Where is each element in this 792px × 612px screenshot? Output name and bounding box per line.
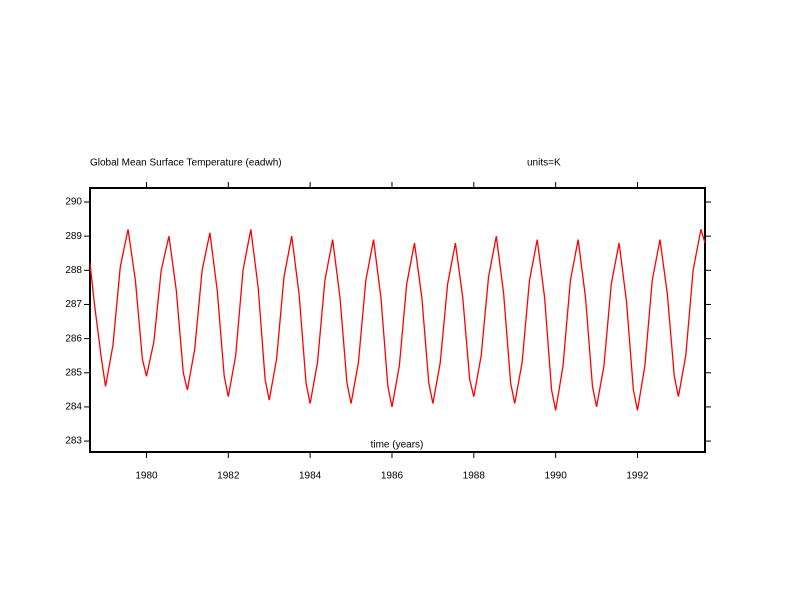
x-tick-label: 1988 [463,471,486,482]
data-line [89,229,706,411]
x-tick-label: 1992 [626,471,649,482]
y-tick-label: 284 [65,402,82,413]
units-label: units=K [527,158,561,169]
y-tick-label: 283 [65,436,82,447]
y-tick-label: 287 [65,299,82,310]
y-tick-label: 290 [65,197,82,208]
x-axis-label: time (years) [371,440,424,451]
y-tick-label: 289 [65,231,82,242]
x-tick-label: 1982 [217,471,240,482]
y-tick-label: 285 [65,367,82,378]
y-tick-label: 286 [65,333,82,344]
y-tick-label: 288 [65,265,82,276]
x-tick-label: 1990 [545,471,568,482]
x-tick-label: 1986 [381,471,404,482]
x-tick-label: 1980 [135,471,158,482]
chart-title: Global Mean Surface Temperature (eadwh) [90,158,282,169]
plot-frame [89,187,706,453]
x-tick-label: 1984 [299,471,322,482]
